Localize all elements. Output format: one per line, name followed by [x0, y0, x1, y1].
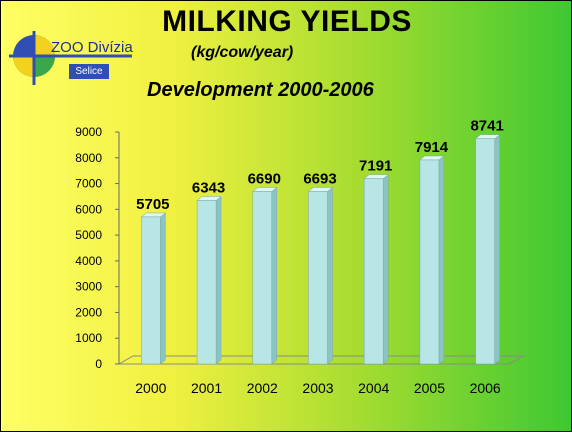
x-tick-label: 2000	[135, 380, 166, 396]
bar-2006	[474, 134, 501, 365]
y-tick-label: 8000	[75, 151, 102, 165]
chart-subtitle: (kg/cow/year)	[191, 44, 294, 61]
y-tick-label: 1000	[75, 331, 102, 345]
y-tick-label: 2000	[75, 305, 102, 319]
data-label: 6343	[192, 179, 225, 196]
bar-front	[252, 191, 273, 365]
bar-side	[327, 186, 333, 365]
chart-axes: 0 1000 2000 3000 4000 5000 6000 7000 8000 9000	[75, 125, 525, 371]
x-tick-label: 2006	[470, 380, 501, 396]
bar-side	[494, 134, 500, 365]
x-tick-label: 2005	[414, 380, 445, 396]
data-label: 5705	[136, 196, 169, 213]
bar-front	[475, 138, 495, 365]
y-tick-label: 5000	[75, 228, 102, 242]
logo: ZOO Divízia Selice	[7, 29, 137, 89]
logo-emblem-icon	[9, 31, 132, 85]
chart-title: MILKING YIELDS	[162, 5, 412, 38]
data-label: 8741	[470, 118, 503, 135]
bar-2005	[419, 155, 445, 365]
data-label: 6693	[303, 170, 336, 187]
x-tick-label: 2004	[358, 380, 389, 396]
y-tick-label: 7000	[75, 177, 102, 191]
bar-2001	[196, 195, 222, 365]
y-tick-label: 4000	[75, 254, 102, 268]
y-tick-label: 3000	[75, 280, 102, 294]
bar-front	[419, 159, 440, 365]
bar-front	[196, 200, 217, 365]
bar-2002	[252, 187, 278, 365]
x-tick-label: 2001	[191, 380, 222, 396]
x-tick-label: 2002	[247, 380, 278, 396]
bar-side	[438, 155, 445, 365]
bar-front	[141, 216, 161, 365]
bar-2000	[140, 212, 167, 365]
chart-labels: 5705 2000 6343 2001 6690 2002 6693 2003 7191 2004…	[135, 118, 504, 396]
bar-front	[308, 191, 328, 365]
bar-2004	[363, 174, 389, 365]
y-tick-label: 0	[95, 357, 102, 371]
bar-side	[271, 187, 278, 365]
data-label: 6690	[248, 171, 281, 188]
y-tick-label: 6000	[75, 202, 102, 216]
y-tick-label: 9000	[75, 125, 102, 139]
bar-side	[215, 195, 222, 365]
bar-side	[382, 174, 389, 365]
bar-2003	[307, 186, 334, 365]
bar-side	[160, 212, 166, 365]
logo-name: ZOO Divízia	[51, 39, 133, 56]
bar-front	[363, 178, 384, 365]
chart-subtitle-period: Development 2000-2006	[147, 79, 374, 101]
logo-sub: Selice	[69, 64, 109, 79]
x-tick-label: 2003	[302, 380, 333, 396]
chart-bars	[140, 134, 501, 365]
data-label: 7914	[415, 139, 449, 156]
data-label: 7191	[359, 158, 392, 175]
